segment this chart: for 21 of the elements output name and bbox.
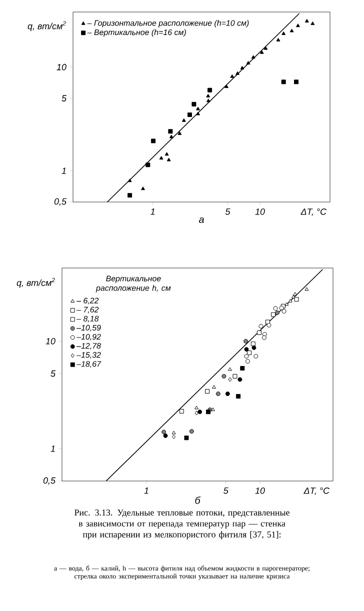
- y-tick-label: 5: [62, 95, 67, 102]
- x-axis-title: ΔT, °C: [300, 208, 327, 216]
- x-tick-label: 5: [225, 208, 230, 215]
- y-tick-label: 10: [46, 338, 56, 344]
- y-tick-label: 0,5: [43, 477, 56, 485]
- text: б: [195, 496, 201, 504]
- x-tick-label: 1: [144, 488, 148, 494]
- x-tick-label: 1: [150, 208, 155, 215]
- x-tick-label: 10: [255, 208, 265, 215]
- text: а: [198, 217, 204, 223]
- y-axis-title: q, вт/см$^{2}$: [16, 278, 55, 288]
- y-tick-label: 5: [50, 370, 56, 377]
- x-tick-label: 10: [255, 488, 265, 494]
- y-tick-label: 0,5: [54, 198, 67, 206]
- y-tick-label: 1: [50, 446, 55, 452]
- y-tick-label: 10: [56, 64, 66, 70]
- y-tick-label: 1: [62, 168, 66, 174]
- x-axis-title: ΔT, °C: [304, 488, 330, 495]
- y-axis-title: q, вт/см$^{2}$: [28, 21, 66, 32]
- text: Рис. 3.13. Удельные тепловые потоки, представленные в зависимости от перепада температур пар — стенка при испарении из мелкопористого фитиля [37, 51]:: [74, 510, 290, 540]
- x-tick-label: 5: [224, 488, 228, 494]
